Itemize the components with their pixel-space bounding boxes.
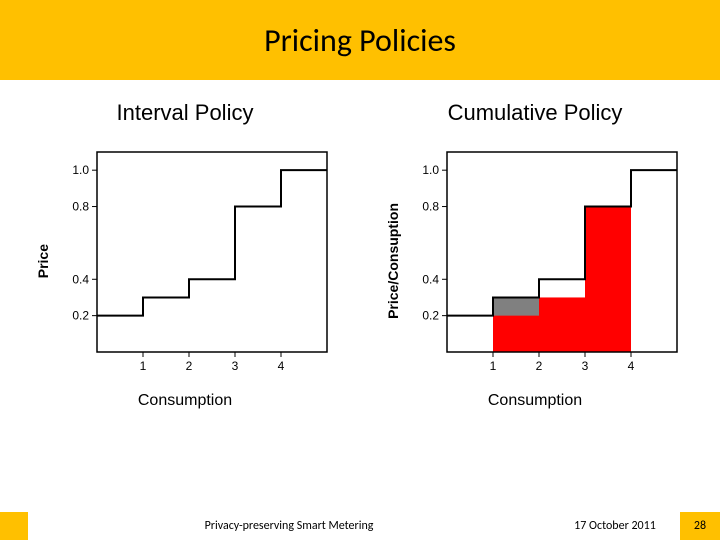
content: Interval Policy Price 0.2 0.4 0.8 1.0 1 2 3 4 C…	[0, 80, 720, 410]
svg-text:4: 4	[278, 359, 285, 373]
svg-text:0.2: 0.2	[72, 309, 89, 323]
svg-text:3: 3	[582, 359, 589, 373]
footer-accent	[0, 512, 28, 540]
page-title: Pricing Policies	[264, 21, 456, 60]
svg-text:0.8: 0.8	[422, 200, 439, 214]
left-ylabel: Price	[35, 244, 51, 278]
right-chart-wrap: Price/Consuption 0.2 0.4 0.8 1.0 1 2 3 4	[385, 144, 685, 378]
right-ylabel: Price/Consuption	[385, 203, 401, 319]
svg-text:0.4: 0.4	[72, 272, 89, 286]
right-xlabel: Consumption	[488, 392, 582, 410]
svg-text:1.0: 1.0	[72, 163, 89, 177]
svg-text:1: 1	[490, 359, 497, 373]
cumulative-policy-chart: 0.2 0.4 0.8 1.0 1 2 3 4	[409, 144, 685, 378]
footer-date: 17 October 2011	[550, 519, 680, 533]
footer-title: Privacy-preserving Smart Metering	[28, 519, 550, 533]
right-panel: Cumulative Policy Price/Consuption 0.20.…	[370, 100, 700, 410]
left-xlabel: Consumption	[138, 392, 232, 410]
svg-text:0.4: 0.4	[422, 272, 439, 286]
svg-text:3: 3	[232, 359, 239, 373]
svg-text:0.2: 0.2	[422, 309, 439, 323]
svg-text:2: 2	[536, 359, 543, 373]
left-chart-wrap: Price 0.2 0.4 0.8 1.0 1 2 3 4	[35, 144, 335, 378]
right-panel-title: Cumulative Policy	[448, 100, 623, 126]
interval-policy-chart: 0.2 0.4 0.8 1.0 1 2 3 4	[59, 144, 335, 378]
footer: Privacy-preserving Smart Metering 17 Oct…	[0, 512, 720, 540]
header: Pricing Policies	[0, 0, 720, 80]
svg-text:1: 1	[140, 359, 147, 373]
svg-text:0.8: 0.8	[72, 200, 89, 214]
left-panel-title: Interval Policy	[117, 100, 254, 126]
svg-text:4: 4	[628, 359, 635, 373]
svg-text:1.0: 1.0	[422, 163, 439, 177]
left-panel: Interval Policy Price 0.2 0.4 0.8 1.0 1 2 3 4 C…	[20, 100, 350, 410]
footer-page: 28	[680, 512, 720, 540]
svg-text:2: 2	[186, 359, 193, 373]
